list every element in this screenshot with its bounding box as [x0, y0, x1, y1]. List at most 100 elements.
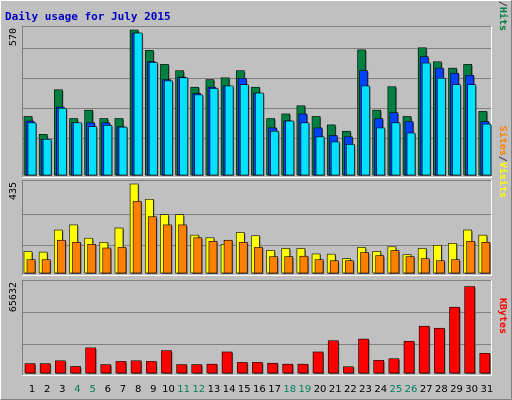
day-axis-labels: 1 2 3 4 5 6 7 8 9 10 11 12 13 14 15 16 17 18 19 20 21 22 23 24 2…	[29, 384, 493, 395]
pages-bar	[194, 94, 204, 176]
day-label: 28	[435, 384, 448, 395]
day-label: 9	[150, 384, 156, 395]
day-label: 6	[105, 384, 111, 395]
pages-bar	[118, 126, 128, 176]
day-label: 17	[268, 384, 281, 395]
sites-bar	[208, 240, 218, 274]
kbytes-panel-legend-entry: KBytes	[497, 298, 508, 334]
sites-bar	[360, 252, 369, 274]
kbytes-bar	[373, 360, 385, 374]
pages-bar	[179, 77, 188, 176]
pages-bar	[224, 85, 234, 176]
pages-bar	[239, 84, 249, 176]
day-label: 5	[89, 384, 95, 395]
chart-panels: 570Pages/Files/Hits435Sites/Visits65632K…	[8, 0, 509, 376]
visits-panel-legend-entry: Sites	[497, 126, 509, 156]
hits-panel-legend: Pages/Files/Hits	[497, 0, 509, 31]
sites-bar	[87, 244, 96, 274]
sites-bar	[390, 250, 400, 274]
pages-bar	[300, 122, 310, 176]
kbytes-panel-scale-label: 65632	[8, 282, 19, 312]
day-label: 26	[405, 384, 418, 395]
sites-bar	[41, 259, 51, 274]
day-label: 21	[329, 384, 342, 395]
pages-bar	[406, 132, 416, 176]
sites-bar	[132, 201, 142, 274]
day-label: 7	[120, 384, 126, 395]
kbytes-bar	[55, 360, 66, 374]
sites-bar	[223, 239, 233, 274]
pages-bar	[27, 122, 37, 176]
sites-bar	[329, 260, 339, 274]
pages-bar	[391, 122, 401, 176]
day-label: 3	[59, 384, 65, 395]
day-label: 2	[44, 384, 50, 395]
visits-panel-legend: Sites/Visits	[497, 126, 509, 198]
kbytes-bar	[403, 340, 415, 374]
day-label: 29	[450, 384, 463, 395]
day-label: 12	[192, 384, 205, 395]
kbytes-bar	[297, 363, 309, 374]
kbytes-bar	[479, 353, 491, 374]
hits-panel-legend-entry: Hits	[497, 7, 509, 31]
pages-bar	[467, 84, 476, 176]
kbytes-bar	[464, 286, 475, 374]
kbytes-bar	[282, 363, 294, 374]
pages-bar	[164, 80, 173, 176]
sites-bar	[375, 255, 385, 274]
pages-bar	[88, 126, 97, 176]
day-label: 20	[314, 384, 327, 395]
day-label: 8	[135, 384, 141, 395]
pages-bar	[421, 62, 431, 176]
kbytes-bar	[161, 350, 172, 374]
day-label: 4	[74, 384, 80, 395]
pages-bar	[209, 88, 219, 176]
pages-bar	[482, 123, 492, 176]
pages-bar	[255, 92, 264, 176]
pages-bar	[346, 144, 355, 176]
day-label: 19	[299, 384, 312, 395]
pages-bar	[452, 84, 461, 176]
sites-bar	[284, 256, 294, 274]
sites-bar	[269, 256, 278, 274]
pages-bar	[58, 108, 67, 176]
kbytes-bar	[343, 366, 354, 374]
day-label: 23	[359, 384, 372, 395]
sites-bar	[72, 242, 81, 274]
day-label: 11	[177, 384, 190, 395]
visits-panel-legend-entry: /	[497, 156, 508, 162]
kbytes-bar	[388, 358, 400, 374]
hits-panel-legend-entry: Files	[497, 0, 509, 1]
day-label: 10	[162, 384, 175, 395]
sites-bar	[481, 242, 491, 274]
sites-bar	[163, 224, 172, 274]
pages-bar	[148, 62, 158, 176]
pages-bar	[315, 136, 325, 176]
visits-panel-scale-label: 435	[8, 182, 19, 200]
kbytes-bar	[145, 361, 157, 374]
hits-panel-legend-entry: /	[497, 1, 508, 7]
day-label: 30	[465, 384, 478, 395]
kbytes-bar	[449, 306, 460, 374]
kbytes-bar	[418, 325, 430, 374]
day-label: 14	[223, 384, 236, 395]
kbytes-bar	[85, 347, 96, 374]
sites-bar	[466, 240, 475, 274]
day-label: 25	[390, 384, 403, 395]
day-label: 31	[480, 384, 493, 395]
sites-bar	[102, 247, 112, 274]
kbytes-bar	[252, 362, 263, 374]
day-label: 24	[374, 384, 387, 395]
kbytes-bar	[115, 361, 127, 374]
sites-bar	[26, 259, 36, 274]
sites-bar	[193, 237, 203, 274]
pages-bar	[437, 78, 446, 176]
sites-bar	[436, 260, 445, 274]
kbytes-bar	[24, 363, 36, 374]
kbytes-bar	[176, 364, 187, 374]
day-label: 16	[253, 384, 266, 395]
kbytes-bar	[358, 338, 369, 374]
pages-bar	[330, 141, 340, 176]
pages-bar	[361, 85, 370, 176]
